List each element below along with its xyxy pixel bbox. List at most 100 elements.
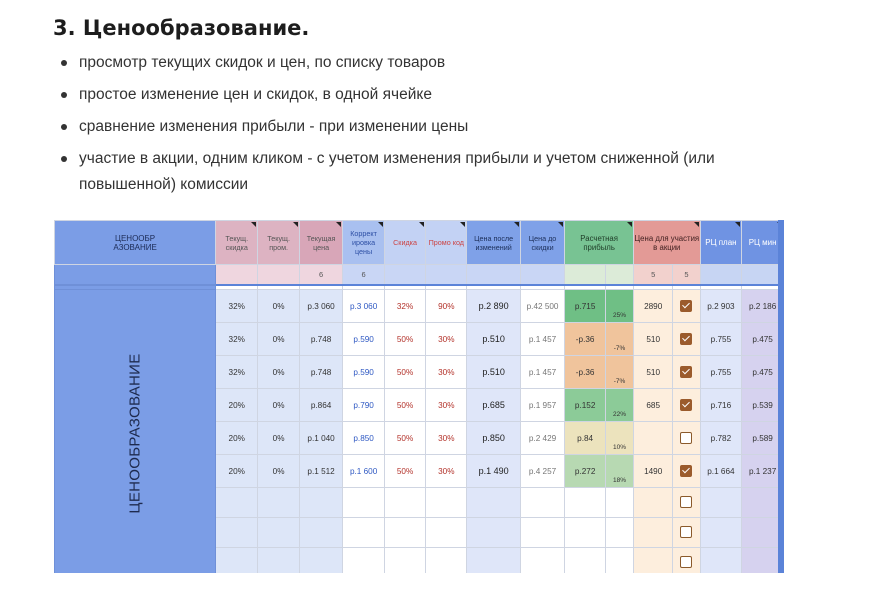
- header-current-price[interactable]: Текущая цена: [298, 220, 344, 265]
- empty-cell[interactable]: [605, 487, 634, 518]
- cell-rc-plan[interactable]: р.1 664: [699, 454, 743, 488]
- empty-cell[interactable]: [466, 517, 521, 548]
- cell-promo-checkbox[interactable]: [672, 322, 701, 356]
- empty-cell[interactable]: [466, 487, 521, 518]
- filter-triangle-icon[interactable]: [336, 222, 342, 227]
- empty-cell[interactable]: [605, 547, 634, 573]
- empty-cell[interactable]: [672, 547, 701, 573]
- cell-price-before[interactable]: р.1 957: [519, 388, 566, 422]
- header-rc-min[interactable]: РЦ мин: [741, 220, 784, 265]
- cell-current-price[interactable]: р.864: [298, 388, 344, 422]
- checkbox-checked[interactable]: [680, 366, 693, 378]
- filter-triangle-icon[interactable]: [513, 222, 519, 227]
- cell-discount[interactable]: 50%: [383, 454, 427, 488]
- cell-price-after[interactable]: р.510: [466, 355, 521, 389]
- cell-promo-checkbox[interactable]: [672, 454, 701, 488]
- cell-rc-plan[interactable]: р.2 903: [699, 289, 743, 323]
- cell-price-after[interactable]: р.2 890: [466, 289, 521, 323]
- cell-rc-plan[interactable]: р.755: [699, 355, 743, 389]
- cell-price-after[interactable]: р.685: [466, 388, 521, 422]
- cell-profit[interactable]: -р.36: [564, 322, 606, 356]
- cell-current-promo[interactable]: 0%: [257, 388, 300, 422]
- cell-profit-percent[interactable]: -7%: [605, 322, 634, 356]
- empty-cell[interactable]: [215, 517, 259, 548]
- cell-price-adjust[interactable]: р.1 600: [342, 454, 385, 488]
- cell-price-adjust[interactable]: р.590: [342, 322, 385, 356]
- header-price-after[interactable]: Цена после изменений: [466, 220, 521, 265]
- cell-discount[interactable]: 32%: [383, 289, 427, 323]
- cell-current-price[interactable]: р.748: [298, 355, 344, 389]
- cell-profit-percent[interactable]: 25%: [605, 289, 634, 323]
- empty-cell[interactable]: [466, 547, 521, 573]
- empty-cell[interactable]: [672, 517, 701, 548]
- cell-current-promo[interactable]: 0%: [257, 355, 300, 389]
- cell-promo-price[interactable]: 510: [632, 355, 674, 389]
- empty-cell[interactable]: [342, 547, 385, 573]
- empty-cell[interactable]: [699, 517, 743, 548]
- filter-triangle-icon[interactable]: [251, 222, 257, 227]
- filter-triangle-icon[interactable]: [558, 222, 564, 227]
- cell-promo-price[interactable]: 685: [632, 388, 674, 422]
- empty-cell[interactable]: [564, 487, 606, 518]
- cell-promo-code[interactable]: 30%: [425, 322, 468, 356]
- cell-price-before[interactable]: р.4 257: [519, 454, 566, 488]
- cell-profit[interactable]: р.715: [564, 289, 606, 323]
- checkbox-checked[interactable]: [680, 300, 693, 312]
- cell-rc-plan[interactable]: р.782: [699, 421, 743, 455]
- checkbox-unchecked[interactable]: [680, 496, 693, 509]
- cell-price-before[interactable]: р.2 429: [519, 421, 566, 455]
- cell-current-price[interactable]: р.1 512: [298, 454, 344, 488]
- cell-price-before[interactable]: р.1 457: [519, 355, 566, 389]
- cell-price-adjust[interactable]: р.3 060: [342, 289, 385, 323]
- cell-promo-checkbox[interactable]: [672, 421, 701, 455]
- cell-rc-min[interactable]: р.2 186: [741, 289, 784, 323]
- checkbox-unchecked[interactable]: [680, 556, 693, 569]
- cell-current-promo[interactable]: 0%: [257, 454, 300, 488]
- header-estimated-profit[interactable]: Расчетная прибыль: [564, 220, 634, 265]
- empty-cell[interactable]: [383, 547, 427, 573]
- empty-cell[interactable]: [519, 487, 566, 518]
- cell-price-before[interactable]: р.1 457: [519, 322, 566, 356]
- cell-profit[interactable]: р.272: [564, 454, 606, 488]
- empty-cell[interactable]: [383, 517, 427, 548]
- empty-cell[interactable]: [699, 487, 743, 518]
- header-discount[interactable]: Скидка: [383, 220, 427, 265]
- cell-current-discount[interactable]: 20%: [215, 454, 259, 488]
- cell-profit[interactable]: -р.36: [564, 355, 606, 389]
- empty-cell[interactable]: [741, 547, 784, 573]
- cell-current-promo[interactable]: 0%: [257, 421, 300, 455]
- empty-cell[interactable]: [519, 517, 566, 548]
- cell-price-adjust[interactable]: р.850: [342, 421, 385, 455]
- header-current-discount[interactable]: Текущ. скидка: [215, 220, 259, 265]
- empty-cell[interactable]: [632, 517, 674, 548]
- cell-profit-percent[interactable]: -7%: [605, 355, 634, 389]
- cell-current-price[interactable]: р.3 060: [298, 289, 344, 323]
- cell-discount[interactable]: 50%: [383, 388, 427, 422]
- empty-cell[interactable]: [215, 487, 259, 518]
- empty-cell[interactable]: [342, 517, 385, 548]
- cell-current-discount[interactable]: 32%: [215, 355, 259, 389]
- cell-promo-code[interactable]: 30%: [425, 421, 468, 455]
- cell-current-discount[interactable]: 32%: [215, 289, 259, 323]
- cell-current-discount[interactable]: 20%: [215, 388, 259, 422]
- cell-profit-percent[interactable]: 18%: [605, 454, 634, 488]
- cell-discount[interactable]: 50%: [383, 421, 427, 455]
- cell-profit-percent[interactable]: 10%: [605, 421, 634, 455]
- cell-discount[interactable]: 50%: [383, 322, 427, 356]
- cell-current-promo[interactable]: 0%: [257, 322, 300, 356]
- empty-cell[interactable]: [672, 487, 701, 518]
- cell-current-discount[interactable]: 20%: [215, 421, 259, 455]
- cell-promo-checkbox[interactable]: [672, 388, 701, 422]
- empty-cell[interactable]: [425, 517, 468, 548]
- cell-price-after[interactable]: р.510: [466, 322, 521, 356]
- header-price-before[interactable]: Цена до скидки: [519, 220, 566, 265]
- filter-triangle-icon[interactable]: [419, 222, 425, 227]
- header-promo-code[interactable]: Промо код: [425, 220, 468, 265]
- empty-cell[interactable]: [298, 487, 344, 518]
- empty-cell[interactable]: [741, 487, 784, 518]
- cell-promo-checkbox[interactable]: [672, 355, 701, 389]
- checkbox-checked[interactable]: [680, 465, 693, 477]
- empty-cell[interactable]: [699, 547, 743, 573]
- empty-cell[interactable]: [564, 547, 606, 573]
- empty-cell[interactable]: [215, 547, 259, 573]
